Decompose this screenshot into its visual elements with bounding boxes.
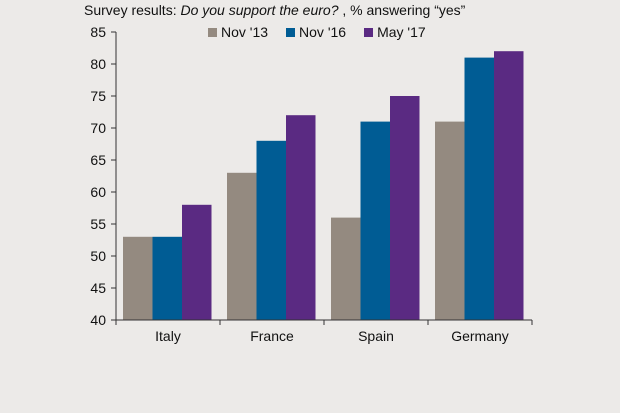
bar-spain-series-0	[331, 217, 361, 320]
title-question: Do you support the euro?	[180, 2, 339, 18]
legend-item-nov-13: Nov '13	[208, 24, 268, 40]
legend-item-nov-16: Nov '16	[286, 24, 346, 40]
legend-label-may-17: May '17	[377, 24, 426, 40]
legend: Nov '13 Nov '16 May '17	[208, 24, 444, 40]
bar-france-series-2	[286, 115, 316, 320]
legend-item-may-17: May '17	[364, 24, 426, 40]
bar-italy-series-2	[182, 204, 212, 320]
y-tick-label-70: 70	[90, 120, 106, 136]
y-tick-label-45: 45	[90, 280, 106, 296]
bar-spain-series-2	[390, 96, 420, 320]
y-tick-label-40: 40	[90, 312, 106, 328]
bar-germany-series-1	[464, 57, 494, 320]
legend-label-nov-16: Nov '16	[299, 24, 347, 40]
y-tick-label-55: 55	[90, 216, 106, 232]
title-suffix: , % answering “yes”	[338, 2, 466, 18]
bar-italy-series-0	[123, 236, 153, 320]
bar-spain-series-1	[360, 121, 390, 320]
y-tick-label-75: 75	[90, 88, 106, 104]
x-tick-label-italy: Italy	[155, 328, 181, 344]
x-tick-label-germany: Germany	[451, 328, 509, 344]
bar-italy-series-1	[152, 236, 182, 320]
legend-swatch-nov-16	[286, 27, 296, 37]
bar-france-series-1	[256, 140, 286, 320]
bar-germany-series-0	[435, 121, 465, 320]
x-tick-label-spain: Spain	[358, 328, 394, 344]
y-tick-label-65: 65	[90, 152, 106, 168]
title-prefix: Survey results:	[84, 2, 181, 18]
chart-title: Survey results: Do you support the euro?…	[84, 2, 465, 18]
y-tick-label-85: 85	[90, 24, 106, 40]
legend-label-nov-13: Nov '13	[221, 24, 269, 40]
y-tick-label-80: 80	[90, 56, 106, 72]
x-tick-label-france: France	[250, 328, 294, 344]
bar-france-series-0	[227, 172, 257, 320]
bar-germany-series-2	[494, 51, 524, 320]
y-tick-label-50: 50	[90, 248, 106, 264]
y-tick-label-60: 60	[90, 184, 106, 200]
legend-swatch-nov-13	[208, 27, 217, 37]
legend-swatch-may-17	[364, 27, 374, 37]
